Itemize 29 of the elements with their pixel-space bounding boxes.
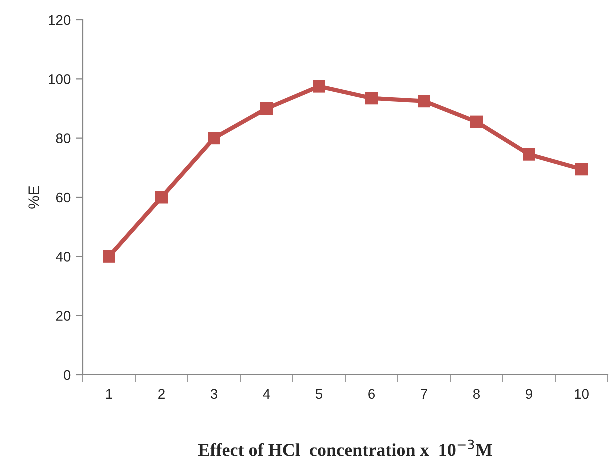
point <box>208 132 220 145</box>
y-tick-label: 0 <box>64 370 71 380</box>
x-tick-label: 7 <box>421 389 428 399</box>
x-tick-label: 1 <box>106 389 112 399</box>
point <box>523 148 536 161</box>
x-tick-label: 8 <box>473 389 480 400</box>
point <box>470 116 483 128</box>
y-tick-label: 60 <box>56 192 71 203</box>
y-tick-label: 120 <box>49 15 71 26</box>
x-tick-label: 3 <box>210 389 218 400</box>
y-tick-label: 100 <box>49 74 71 84</box>
x-tick-label: 2 <box>158 389 165 399</box>
x-tick-label: 5 <box>316 389 323 400</box>
point <box>313 80 326 93</box>
point <box>418 95 430 108</box>
point <box>260 102 273 115</box>
y-tick-label: 20 <box>56 311 71 322</box>
x-tick-label: 6 <box>368 389 375 400</box>
x-tick-label: 9 <box>526 389 532 400</box>
point <box>366 92 378 105</box>
y-tick-label: 80 <box>56 134 71 144</box>
x-tick-label: 4 <box>263 389 270 399</box>
x-tick-label: 10 <box>575 389 589 400</box>
point <box>103 250 116 263</box>
x-axis-title: Effect of HCl concentration x 10$^{−3}$M <box>198 440 492 456</box>
y-axis-title: %E <box>28 186 40 209</box>
y-tick-label: 40 <box>56 252 71 262</box>
point <box>156 191 168 204</box>
point <box>576 163 588 176</box>
